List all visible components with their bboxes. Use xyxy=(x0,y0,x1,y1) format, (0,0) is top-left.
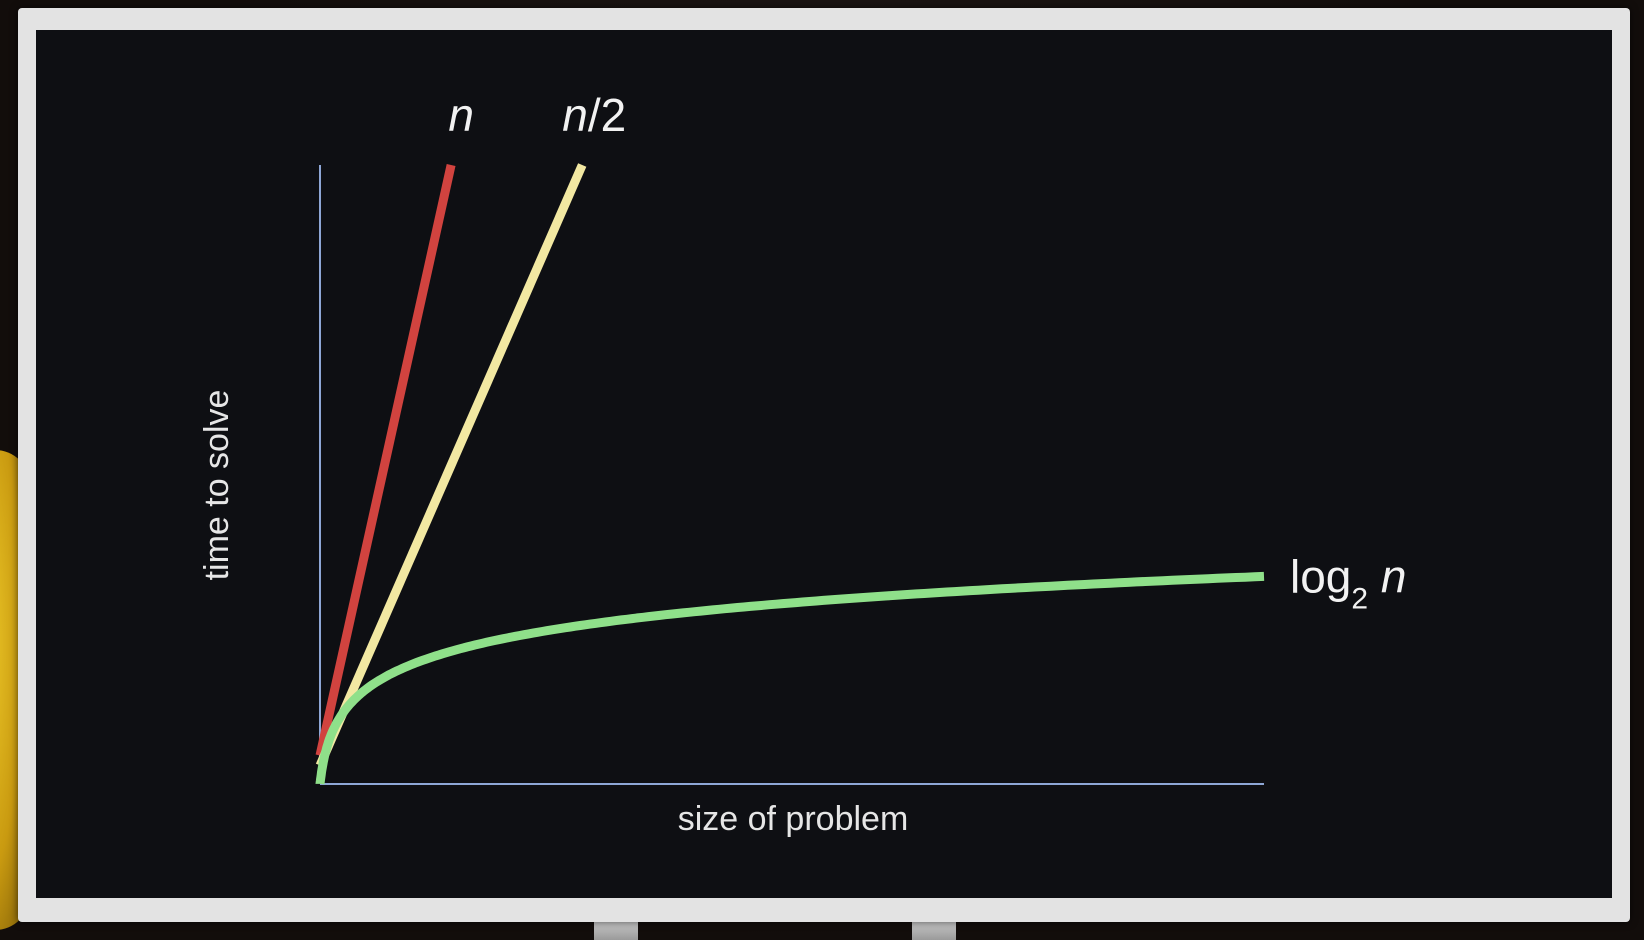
series-line-3 xyxy=(315,571,1265,785)
series-label-1: n xyxy=(448,89,474,141)
series-label-part: log xyxy=(1290,550,1351,602)
series-label-part: n xyxy=(1368,550,1406,602)
series-label-3: log2 n xyxy=(1290,550,1406,615)
series-label-part: n xyxy=(448,89,474,141)
series-label-part: /2 xyxy=(588,89,626,141)
series-layer xyxy=(315,163,1265,785)
slide-screen xyxy=(36,30,1612,898)
series-label-part: n xyxy=(562,89,588,141)
series-label-part: 2 xyxy=(1351,582,1368,615)
y-axis-label: time to solve xyxy=(198,390,236,581)
series-line-2 xyxy=(315,163,587,768)
series-label-2: n/2 xyxy=(562,89,626,141)
x-axis-label: size of problem xyxy=(678,800,909,838)
series-line-1 xyxy=(315,164,456,757)
